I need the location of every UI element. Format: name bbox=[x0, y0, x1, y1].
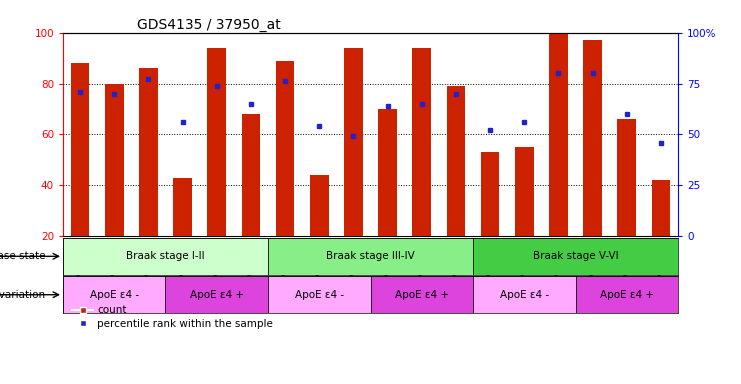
Text: genotype/variation: genotype/variation bbox=[0, 290, 46, 300]
Bar bbox=[139, 68, 158, 236]
Bar bbox=[370, 276, 473, 313]
Bar bbox=[481, 152, 499, 236]
Bar bbox=[173, 178, 192, 236]
Bar bbox=[412, 48, 431, 236]
Bar bbox=[576, 276, 678, 313]
Bar bbox=[268, 238, 473, 275]
Bar bbox=[242, 114, 260, 236]
Bar bbox=[63, 238, 268, 275]
Bar bbox=[104, 83, 124, 236]
Bar bbox=[378, 109, 397, 236]
Text: ApoE ε4 +: ApoE ε4 + bbox=[190, 290, 244, 300]
Text: Braak stage III-IV: Braak stage III-IV bbox=[326, 251, 415, 262]
Text: Braak stage I-II: Braak stage I-II bbox=[126, 251, 205, 262]
Bar bbox=[473, 238, 678, 275]
Text: disease state: disease state bbox=[0, 251, 46, 262]
Bar bbox=[515, 147, 534, 236]
Text: ApoE ε4 +: ApoE ε4 + bbox=[599, 290, 654, 300]
Text: GDS4135 / 37950_at: GDS4135 / 37950_at bbox=[137, 18, 281, 31]
Bar bbox=[473, 276, 576, 313]
Text: Braak stage V-VI: Braak stage V-VI bbox=[533, 251, 618, 262]
Bar bbox=[276, 61, 294, 236]
Bar bbox=[651, 180, 671, 236]
Bar bbox=[165, 276, 268, 313]
Bar bbox=[70, 63, 90, 236]
Bar bbox=[447, 86, 465, 236]
Bar bbox=[268, 276, 370, 313]
Bar bbox=[63, 276, 165, 313]
Legend: count, percentile rank within the sample: count, percentile rank within the sample bbox=[68, 301, 277, 333]
Bar bbox=[310, 175, 329, 236]
Text: ApoE ε4 -: ApoE ε4 - bbox=[499, 290, 549, 300]
Text: ApoE ε4 +: ApoE ε4 + bbox=[395, 290, 449, 300]
Text: ApoE ε4 -: ApoE ε4 - bbox=[90, 290, 139, 300]
Bar bbox=[549, 33, 568, 236]
Text: ApoE ε4 -: ApoE ε4 - bbox=[295, 290, 344, 300]
Bar bbox=[207, 48, 226, 236]
Bar bbox=[344, 48, 363, 236]
Bar bbox=[583, 40, 602, 236]
Bar bbox=[617, 119, 637, 236]
